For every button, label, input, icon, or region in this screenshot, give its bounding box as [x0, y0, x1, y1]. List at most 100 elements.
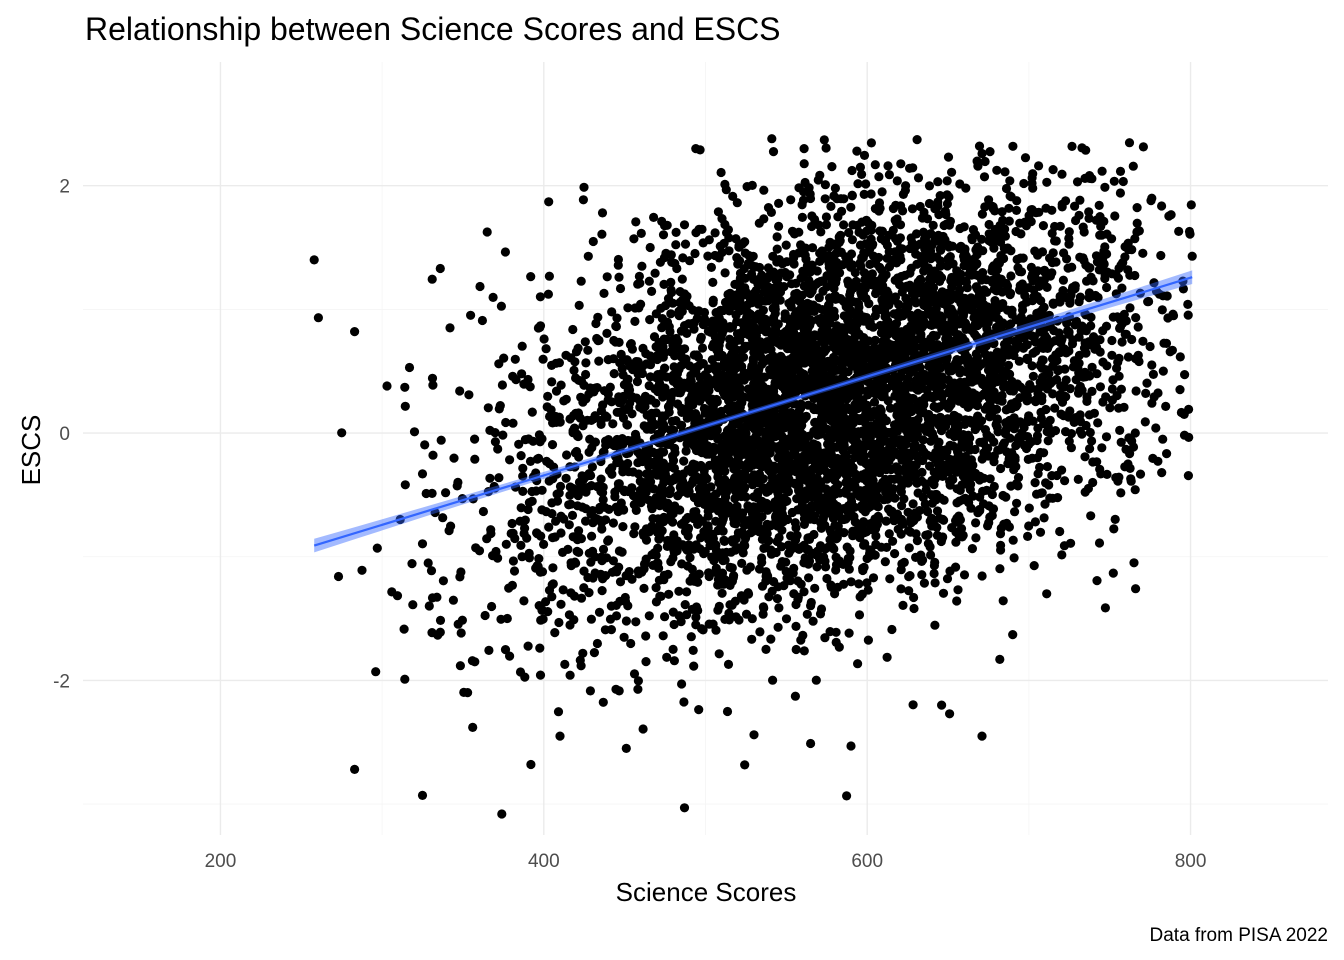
data-point: [641, 535, 652, 545]
data-point: [781, 557, 791, 567]
data-point: [729, 513, 739, 524]
data-point: [822, 328, 833, 338]
data-point: [547, 377, 557, 387]
data-point: [937, 534, 947, 544]
data-point: [420, 440, 430, 450]
data-point: [925, 516, 935, 526]
data-point: [922, 231, 932, 241]
data-point: [641, 631, 651, 641]
data-point: [754, 424, 764, 434]
data-point: [739, 264, 749, 274]
data-point: [424, 601, 434, 611]
data-point: [869, 521, 879, 531]
data-point: [885, 403, 896, 413]
data-point: [697, 624, 707, 634]
data-point: [1012, 379, 1023, 389]
data-point: [598, 544, 609, 555]
data-point: [1092, 369, 1102, 379]
data-point: [786, 357, 796, 367]
data-point: [704, 460, 715, 470]
data-point: [612, 407, 622, 417]
data-point: [867, 269, 878, 279]
data-point: [671, 240, 681, 250]
data-point: [997, 287, 1007, 297]
data-point: [830, 183, 841, 193]
data-point: [729, 475, 739, 485]
data-point: [796, 273, 806, 283]
data-point: [757, 511, 767, 522]
data-point: [989, 338, 999, 348]
data-point: [861, 179, 871, 189]
data-point: [742, 312, 752, 323]
data-point: [1042, 282, 1052, 292]
data-point: [997, 207, 1007, 217]
data-point: [724, 246, 734, 256]
data-point: [812, 562, 822, 572]
data-point: [788, 568, 798, 578]
data-point: [470, 657, 480, 667]
data-point: [834, 642, 844, 652]
data-point: [850, 502, 860, 512]
data-point: [498, 430, 508, 440]
data-point: [1175, 352, 1185, 362]
data-point: [548, 474, 558, 484]
data-point: [942, 176, 952, 186]
data-point: [637, 362, 647, 372]
data-point: [910, 508, 921, 518]
data-point: [645, 372, 656, 382]
data-point: [1108, 375, 1118, 385]
data-point: [909, 418, 919, 428]
data-point: [904, 526, 914, 536]
data-point: [839, 514, 849, 525]
data-point: [677, 274, 687, 284]
data-point: [1147, 398, 1157, 408]
data-point: [666, 557, 676, 567]
data-point: [1051, 236, 1061, 246]
data-point: [936, 374, 947, 384]
data-point: [1097, 166, 1107, 176]
data-point: [1112, 391, 1122, 401]
data-point: [772, 594, 783, 604]
data-point: [938, 588, 949, 598]
data-point: [896, 201, 906, 211]
data-point: [1179, 409, 1189, 419]
data-point: [836, 413, 847, 423]
data-point: [1073, 474, 1083, 484]
data-point: [945, 382, 955, 393]
data-point: [844, 228, 854, 238]
data-point: [959, 570, 970, 580]
data-point: [815, 256, 825, 266]
data-point: [676, 617, 686, 627]
data-point: [449, 453, 459, 463]
data-point: [709, 442, 719, 452]
data-point: [491, 546, 501, 557]
data-point: [846, 577, 856, 587]
data-point: [800, 250, 810, 260]
data-point: [527, 407, 537, 417]
data-point: [799, 646, 809, 656]
data-point: [998, 596, 1008, 606]
data-point: [590, 568, 600, 578]
data-point: [854, 491, 864, 501]
data-point: [913, 173, 924, 183]
data-point: [679, 697, 689, 707]
data-point: [995, 564, 1005, 574]
data-point: [728, 460, 738, 470]
data-point: [685, 553, 695, 563]
data-point: [1109, 524, 1119, 534]
data-point: [1183, 299, 1193, 309]
data-point: [1114, 403, 1124, 413]
data-points: [309, 134, 1197, 819]
data-point: [824, 450, 835, 460]
data-point: [790, 691, 801, 701]
data-point: [1108, 568, 1118, 578]
data-point: [804, 573, 814, 583]
data-point: [862, 402, 872, 412]
data-point: [1108, 312, 1118, 322]
data-point: [960, 244, 970, 254]
data-point: [807, 211, 817, 221]
data-point: [796, 579, 806, 589]
data-point: [1151, 423, 1161, 433]
data-point: [813, 430, 823, 440]
data-point: [960, 493, 970, 503]
